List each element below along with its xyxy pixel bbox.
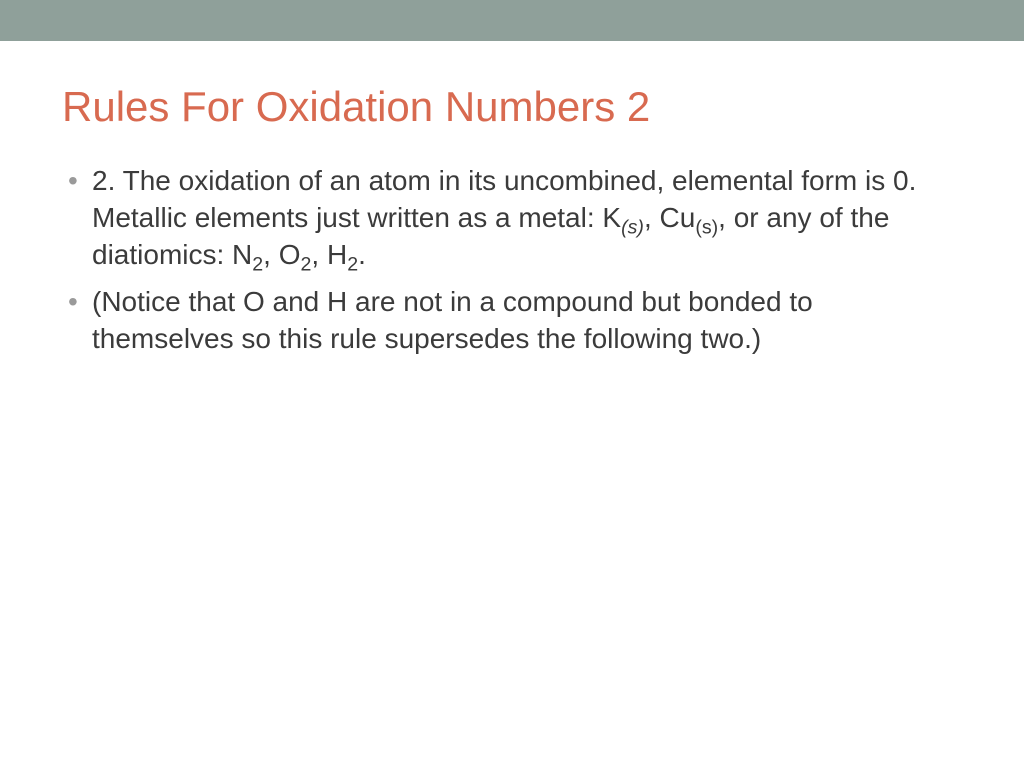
top-accent-bar [0, 0, 1024, 41]
text-segment: , H [311, 239, 347, 270]
slide-title: Rules For Oxidation Numbers 2 [62, 83, 962, 131]
text-segment: (Notice that O and H are not in a compou… [92, 286, 813, 354]
text-segment: (s) [621, 217, 644, 239]
text-segment: . [358, 239, 366, 270]
slide-content: Rules For Oxidation Numbers 2 2. The oxi… [0, 41, 1024, 358]
text-segment: (s) [695, 217, 718, 239]
bullet-item: (Notice that O and H are not in a compou… [62, 284, 962, 358]
text-segment: , O [263, 239, 300, 270]
bullet-list: 2. The oxidation of an atom in its uncom… [62, 163, 962, 358]
text-segment: , Cu [644, 202, 695, 233]
text-segment: 2 [347, 254, 358, 276]
text-segment: 2 [301, 254, 312, 276]
bullet-item: 2. The oxidation of an atom in its uncom… [62, 163, 962, 274]
text-segment: 2 [252, 254, 263, 276]
